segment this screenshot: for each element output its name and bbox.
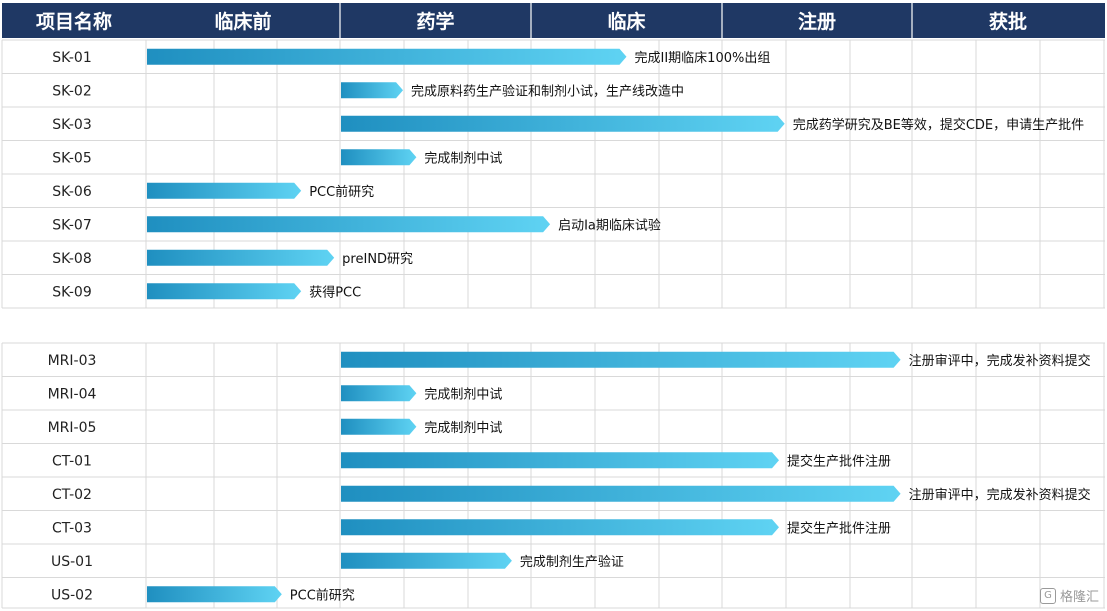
row-label: MRI-05 bbox=[48, 420, 97, 436]
header-phase-4: 注册 bbox=[798, 10, 836, 33]
progress-bar bbox=[147, 216, 551, 233]
row-label: SK-06 bbox=[52, 184, 92, 200]
progress-bar bbox=[147, 283, 302, 300]
progress-bar bbox=[341, 485, 901, 502]
progress-bar bbox=[341, 385, 417, 402]
row-label: CT-03 bbox=[52, 520, 92, 536]
progress-note: 完成药学研究及BE等效，提交CDE，申请生产批件 bbox=[793, 117, 1084, 133]
row-label: US-01 bbox=[51, 554, 93, 570]
header-label-column: 项目名称 bbox=[36, 10, 112, 33]
progress-note: 启动Ia期临床试验 bbox=[558, 217, 661, 233]
progress-bar bbox=[341, 552, 512, 569]
progress-note: 注册审评中，完成发补资料提交 bbox=[909, 487, 1091, 503]
progress-bar bbox=[341, 418, 417, 435]
watermark-text: 格隆汇 bbox=[1059, 590, 1099, 605]
progress-bar bbox=[341, 519, 779, 536]
progress-note: PCC前研究 bbox=[290, 587, 355, 603]
progress-note: 完成制剂中试 bbox=[424, 387, 502, 402]
header-phase-5: 获批 bbox=[989, 10, 1027, 33]
watermark: G 格隆汇 bbox=[1039, 586, 1099, 605]
progress-note: 提交生产批件注册 bbox=[787, 520, 891, 536]
row-label: SK-09 bbox=[52, 284, 91, 300]
row-label: CT-01 bbox=[52, 453, 92, 469]
row-label: SK-08 bbox=[52, 251, 91, 267]
progress-bar bbox=[341, 82, 404, 99]
progress-note: 完成原料药生产验证和制剂小试，生产线改造中 bbox=[411, 83, 684, 99]
progress-note: PCC前研究 bbox=[309, 184, 374, 200]
progress-note: 完成制剂中试 bbox=[424, 151, 502, 166]
progress-bar bbox=[147, 48, 627, 65]
progress-bar bbox=[341, 149, 417, 166]
row-label: SK-02 bbox=[52, 83, 91, 99]
row-label: SK-05 bbox=[52, 150, 91, 166]
chart-rows: SK-01 完成II期临床100%出组 SK-02 完成原料药生产验证和制剂小试，生产… bbox=[48, 48, 1091, 603]
progress-bar bbox=[341, 351, 901, 368]
progress-bar bbox=[147, 249, 335, 266]
progress-note: preIND研究 bbox=[342, 252, 413, 267]
header-background bbox=[2, 3, 1105, 38]
progress-bar bbox=[147, 182, 302, 199]
progress-note: 完成制剂中试 bbox=[424, 421, 502, 436]
progress-note: 注册审评中，完成发补资料提交 bbox=[909, 353, 1091, 369]
gelonghui-logo-icon: G bbox=[1039, 587, 1056, 604]
progress-note: 提交生产批件注册 bbox=[787, 453, 891, 469]
progress-note: 完成制剂生产验证 bbox=[520, 554, 624, 570]
header-phase-2: 药学 bbox=[416, 10, 454, 33]
row-label: CT-02 bbox=[52, 487, 92, 503]
row-label: SK-03 bbox=[52, 117, 91, 133]
row-label: US-02 bbox=[51, 587, 93, 603]
progress-note: 完成II期临床100%出组 bbox=[635, 51, 771, 66]
row-label: MRI-04 bbox=[48, 386, 97, 402]
progress-bar bbox=[147, 586, 282, 603]
progress-note: 获得PCC bbox=[309, 284, 361, 300]
progress-bar bbox=[341, 452, 779, 469]
grid-lines bbox=[1, 39, 1105, 609]
header-phase-3: 临床 bbox=[607, 10, 645, 33]
header-phase-1: 临床前 bbox=[214, 10, 271, 33]
row-label: MRI-03 bbox=[48, 353, 97, 369]
header-row: 项目名称 临床前 药学 临床 注册 获批 bbox=[2, 3, 1105, 38]
row-label: SK-07 bbox=[52, 217, 91, 233]
row-label: SK-01 bbox=[52, 50, 91, 66]
progress-bar bbox=[341, 115, 785, 132]
